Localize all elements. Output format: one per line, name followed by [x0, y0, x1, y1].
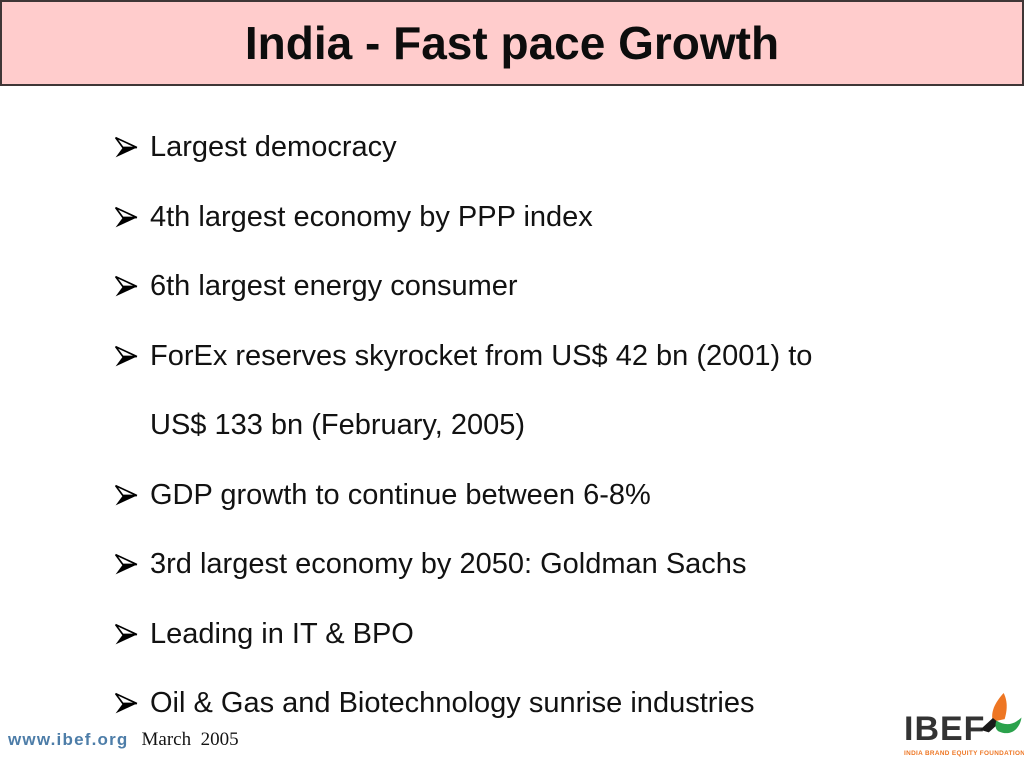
footer: www.ibef.org March 2005 — [8, 729, 239, 751]
header-banner: India - Fast pace Growth — [0, 0, 1024, 86]
bullet-text: GDP growth to continue between 6-8% — [150, 478, 651, 511]
bullet-text: Oil & Gas and Biotechnology sunrise indu… — [150, 687, 755, 719]
bullet-list: Largest democracy 4th largest economy by… — [0, 113, 1024, 739]
ibef-tagline: INDIA BRAND EQUITY FOUNDATION — [904, 750, 1024, 757]
arrow-bullet-icon — [113, 204, 140, 231]
arrow-bullet-icon — [113, 621, 140, 648]
arrow-bullet-icon — [113, 343, 140, 370]
website-link[interactable]: www.ibef.org — [8, 730, 129, 749]
arrow-bullet-icon — [113, 482, 140, 509]
arrow-bullet-icon — [113, 551, 140, 578]
slide-title: India - Fast pace Growth — [244, 17, 780, 69]
arrow-bullet-icon — [113, 134, 140, 161]
bullet-item: Largest democracy — [113, 113, 994, 183]
arrow-bullet-icon — [113, 690, 140, 717]
bullet-item: ForEx reserves skyrocket from US$ 42 bn … — [113, 322, 994, 461]
bullet-item: 3rd largest economy by 2050: Goldman Sac… — [113, 530, 994, 600]
ibef-bird-icon — [973, 691, 1022, 740]
bullet-text: 4th largest economy by PPP index — [150, 200, 593, 233]
bullet-item: 4th largest economy by PPP index — [113, 183, 994, 253]
bullet-text: Largest democracy — [150, 131, 397, 163]
bullet-text: Leading in IT & BPO — [150, 617, 414, 650]
ibef-logo: IBEF INDIA BRAND EQUITY FOUNDATION — [904, 691, 1024, 757]
bullet-item: 6th largest energy consumer — [113, 252, 994, 322]
bullet-text: 6th largest energy consumer — [150, 270, 518, 302]
footer-date: March 2005 — [141, 729, 239, 750]
arrow-bullet-icon — [113, 273, 140, 300]
ibef-wordmark: IBEF — [904, 710, 986, 748]
bullet-text: ForEx reserves skyrocket from US$ 42 bn … — [150, 339, 813, 442]
bullet-text: 3rd largest economy by 2050: Goldman Sac… — [150, 548, 747, 580]
bullet-item: GDP growth to continue between 6-8% — [113, 461, 994, 531]
bullet-item: Leading in IT & BPO — [113, 600, 994, 670]
bullet-item: Oil & Gas and Biotechnology sunrise indu… — [113, 669, 994, 739]
